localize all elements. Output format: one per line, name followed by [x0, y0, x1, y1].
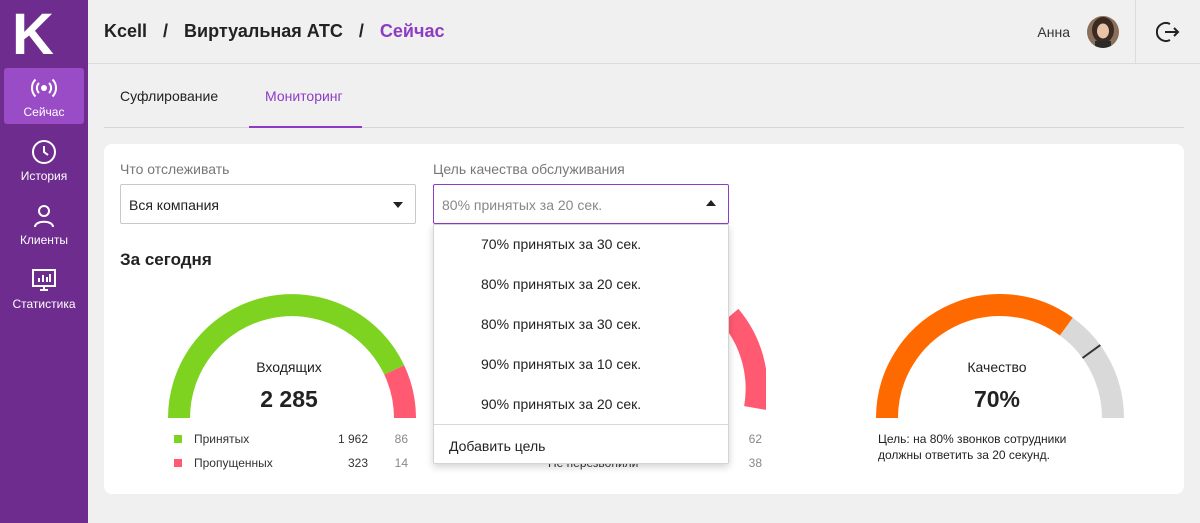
legend-dot-missed [174, 459, 182, 467]
what-to-track-select[interactable]: Вся компания [120, 184, 416, 224]
quality-goal-note: Цель: на 80% звонков сотрудники должны о… [878, 432, 1067, 462]
quality-value: 70% [973, 386, 1021, 412]
service-goal-dropdown: 70% принятых за 30 сек. 80% принятых за … [433, 224, 729, 464]
legend-missed-label: Пропущенных [194, 456, 273, 470]
incoming-gauge [168, 294, 416, 419]
breadcrumb-current: Сейчас [379, 21, 445, 41]
monitor-chart-icon [32, 269, 56, 291]
legend-accepted-count: 1 962 [337, 432, 368, 446]
today-title: За сегодня [120, 250, 212, 269]
breadcrumb-separator: / [358, 21, 364, 41]
legend-middle-percent-2: 38 [748, 456, 762, 470]
breadcrumb-separator: / [163, 21, 169, 41]
sidebar-item-clients[interactable]: Клиенты [4, 196, 84, 252]
sidebar-item-label: Сейчас [23, 105, 65, 119]
top-bar: Kcell / Виртуальная АТС / Сейчас Анна [88, 0, 1200, 64]
breadcrumb-virtual-pbx[interactable]: Виртуальная АТС [184, 21, 343, 41]
chevron-down-icon [393, 202, 403, 208]
what-to-track-label: Что отслеживать [120, 161, 230, 177]
legend-missed-percent: 14 [394, 456, 408, 470]
dropdown-divider [434, 424, 728, 425]
breadcrumb: Kcell / Виртуальная АТС / Сейчас [104, 21, 444, 42]
clock-icon [32, 140, 56, 164]
active-tab-indicator [249, 126, 362, 128]
header-divider [1135, 0, 1136, 64]
legend-missed-count: 323 [347, 456, 368, 470]
tab-bar: Суфлирование Мониторинг [104, 64, 1184, 128]
middle-gauge [721, 308, 766, 410]
logout-icon[interactable] [1156, 20, 1180, 44]
user-icon [34, 205, 54, 228]
goal-option[interactable]: 70% принятых за 30 сек. [481, 236, 642, 252]
legend-accepted-label: Принятых [194, 432, 250, 446]
sidebar-item-now[interactable]: Сейчас [4, 68, 84, 124]
what-to-track-value: Вся компания [129, 197, 220, 213]
breadcrumb-kcell[interactable]: Kcell [104, 21, 148, 41]
goal-option[interactable]: 90% принятых за 20 сек. [481, 396, 642, 412]
sidebar-item-label: Клиенты [19, 233, 69, 247]
legend-accepted-percent: 86 [394, 432, 408, 446]
sidebar-item-statistics[interactable]: Статистика [4, 260, 84, 316]
quality-arc [876, 294, 1073, 419]
incoming-missed-arc [384, 365, 416, 419]
user-name[interactable]: Анна [1037, 24, 1070, 40]
quality-remaining-arc [1059, 317, 1124, 419]
goal-option[interactable]: 90% принятых за 10 сек. [481, 356, 642, 372]
quality-gauge [876, 294, 1124, 419]
tab-monitoring[interactable]: Мониторинг [265, 88, 343, 104]
sidebar-item-history[interactable]: История [4, 132, 84, 188]
sidebar: K Сейчас История Клиенты Статист [0, 0, 88, 523]
broadcast-icon [31, 78, 57, 98]
quality-label: Качество [967, 359, 1027, 375]
service-goal-label: Цель качества обслуживания [433, 161, 625, 177]
incoming-value: 2 285 [260, 386, 318, 412]
service-goal-value: 80% принятых за 20 сек. [442, 197, 603, 213]
sidebar-item-label: Статистика [12, 297, 76, 311]
incoming-label: Входящих [256, 359, 322, 375]
legend-middle-percent-1: 62 [748, 432, 762, 446]
service-goal-select[interactable]: 80% принятых за 20 сек. [433, 184, 729, 224]
incoming-accepted-arc [168, 294, 405, 419]
avatar[interactable] [1087, 16, 1119, 48]
goal-option[interactable]: 80% принятых за 20 сек. [481, 276, 642, 292]
kcell-logo[interactable]: K [8, 6, 68, 56]
add-goal-button[interactable]: Добавить цель [449, 438, 546, 454]
legend-dot-accepted [174, 435, 182, 443]
tab-prompting[interactable]: Суфлирование [120, 88, 219, 104]
svg-text:K: K [12, 6, 54, 56]
goal-option[interactable]: 80% принятых за 30 сек. [481, 316, 642, 332]
chevron-up-icon [706, 200, 716, 206]
sidebar-item-label: История [20, 169, 68, 183]
quality-target-marker [1081, 344, 1101, 359]
